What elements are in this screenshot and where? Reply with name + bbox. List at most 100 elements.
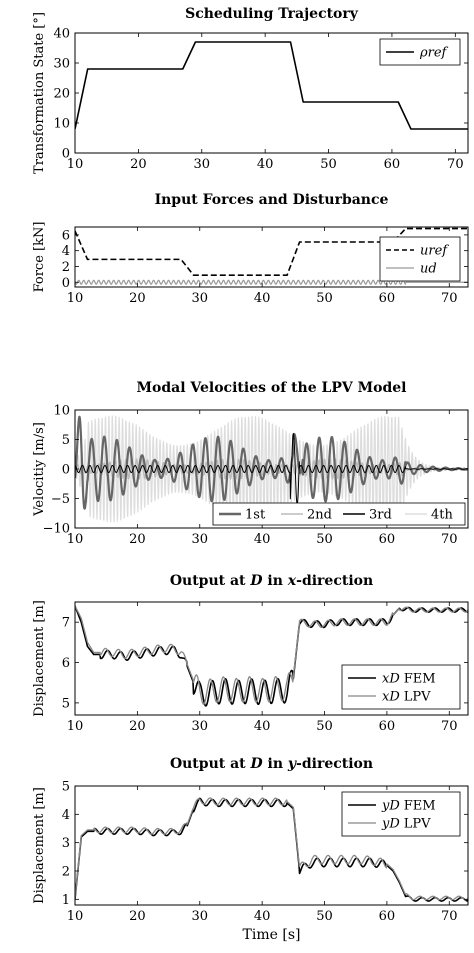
chart-title: Modal Velocities of the LPV Model <box>137 380 407 396</box>
series-line-2 <box>75 797 468 901</box>
chart-title: Output at D in y-direction <box>170 756 373 772</box>
chart-title: Input Forces and Disturbance <box>155 192 389 208</box>
series-line-2 <box>75 605 468 705</box>
x-tick-label: 70 <box>441 291 458 306</box>
y-tick-label: 2 <box>62 260 70 275</box>
x-tick-label: 30 <box>194 157 211 172</box>
legend-label: ud <box>420 262 437 277</box>
y-axis-label: Transformation State [°] <box>32 12 47 174</box>
chart-title: Output at D in x-direction <box>170 573 373 589</box>
x-tick-label: 10 <box>67 157 84 172</box>
legend: 1st 2nd 3rd 4th <box>212 502 466 526</box>
y-tick-label: −10 <box>43 522 70 537</box>
x-axis-label: Time [s] <box>243 927 301 943</box>
y-axis-label: Velocitiy [m/s] <box>32 422 47 517</box>
series-line-1 <box>75 227 468 276</box>
chart-3: Modal Velocities of the LPV Model 10 20 30 4… <box>32 380 469 547</box>
x-tick-label: 60 <box>384 157 401 172</box>
plot-frame <box>74 785 469 906</box>
x-tick-label: 30 <box>191 532 208 547</box>
y-axis-label: Force [kN] <box>32 222 47 293</box>
x-tick-label: 60 <box>379 532 396 547</box>
y-tick-label: 4 <box>62 808 70 823</box>
legend: xD FEM xD LPV <box>341 664 461 710</box>
y-tick-label: 7 <box>62 616 70 631</box>
chart-title-part: y <box>287 756 297 772</box>
legend: yD FEM yD LPV <box>341 791 461 837</box>
legend-var: yD <box>381 799 400 814</box>
y-tick-label: 4 <box>62 244 70 259</box>
y-tick-label: 5 <box>62 696 70 711</box>
legend: uref ud <box>379 236 461 282</box>
legend-var: xD <box>382 672 400 687</box>
chart-title-part: D <box>250 756 264 772</box>
legend-var: yD <box>381 817 400 832</box>
y-tick-label: 0 <box>62 463 70 478</box>
series-line-3rd <box>75 433 468 505</box>
x-tick-label: 70 <box>441 532 458 547</box>
legend-label: 4th <box>431 508 453 523</box>
y-tick-label: 30 <box>53 57 70 72</box>
legend-box <box>379 236 461 282</box>
x-tick-label: 70 <box>441 909 458 924</box>
plot-area <box>75 605 468 707</box>
y-axis-label: Displacement [m] <box>32 600 47 717</box>
x-tick-label: 50 <box>316 532 333 547</box>
x-tick-label: 50 <box>320 157 337 172</box>
x-tick-label: 30 <box>191 719 208 734</box>
series-line-1 <box>75 605 468 707</box>
chart-5: Output at D in y-direction 10 20 30 40 50 60 70… <box>32 756 469 943</box>
legend-label: 3rd <box>369 508 392 523</box>
chart-title-part: D <box>249 573 263 589</box>
x-tick-label: 20 <box>129 291 146 306</box>
x-tick-label: 10 <box>67 719 84 734</box>
legend: ρref <box>379 38 461 66</box>
x-tick-label: 50 <box>316 719 333 734</box>
y-tick-label: 2 <box>62 865 70 880</box>
x-tick-label: 70 <box>447 157 464 172</box>
x-tick-label: 20 <box>129 909 146 924</box>
chart-title-part: in <box>263 573 288 589</box>
x-tick-label: 40 <box>254 909 271 924</box>
x-tick-label: 10 <box>67 909 84 924</box>
legend-box <box>212 502 466 526</box>
y-tick-label: 0 <box>62 276 70 291</box>
y-tick-label: 10 <box>53 117 70 132</box>
y-tick-label: 6 <box>62 228 70 243</box>
legend-name: FEM <box>404 672 436 687</box>
x-tick-label: 30 <box>191 909 208 924</box>
plot-area <box>75 415 468 523</box>
chart-title: Scheduling Trajectory <box>185 6 359 22</box>
plot-frame <box>74 226 469 288</box>
plot-area <box>75 41 468 130</box>
x-tick-label: 20 <box>129 719 146 734</box>
plot-area <box>75 797 468 902</box>
x-tick-label: 20 <box>129 532 146 547</box>
y-tick-label: 3 <box>62 836 70 851</box>
x-tick-label: 50 <box>316 909 333 924</box>
legend-label: ρref <box>419 46 449 61</box>
chart-title-part: -direction <box>296 756 373 772</box>
plot-frame <box>74 601 469 716</box>
x-tick-label: 60 <box>379 719 396 734</box>
x-tick-label: 10 <box>67 532 84 547</box>
legend-box <box>341 791 461 837</box>
x-tick-label: 30 <box>191 291 208 306</box>
legend-box <box>341 664 461 710</box>
chart-title-part: x <box>287 573 297 589</box>
chart-title-part: Output at <box>170 756 251 772</box>
legend-label: uref <box>420 244 449 259</box>
y-tick-label: 1 <box>62 893 70 908</box>
legend-name: LPV <box>404 690 431 705</box>
series-line-1st <box>75 415 468 510</box>
x-tick-label: 60 <box>379 909 396 924</box>
x-tick-label: 40 <box>257 157 274 172</box>
chart-title-part: -direction <box>296 573 373 589</box>
series-line-1 <box>75 41 468 130</box>
y-tick-label: 10 <box>53 404 70 419</box>
legend-label: yD FEM <box>381 799 436 814</box>
y-tick-label: 5 <box>62 780 70 795</box>
chart-4: Output at D in x-direction 10 20 30 40 50 60 70… <box>32 573 469 734</box>
